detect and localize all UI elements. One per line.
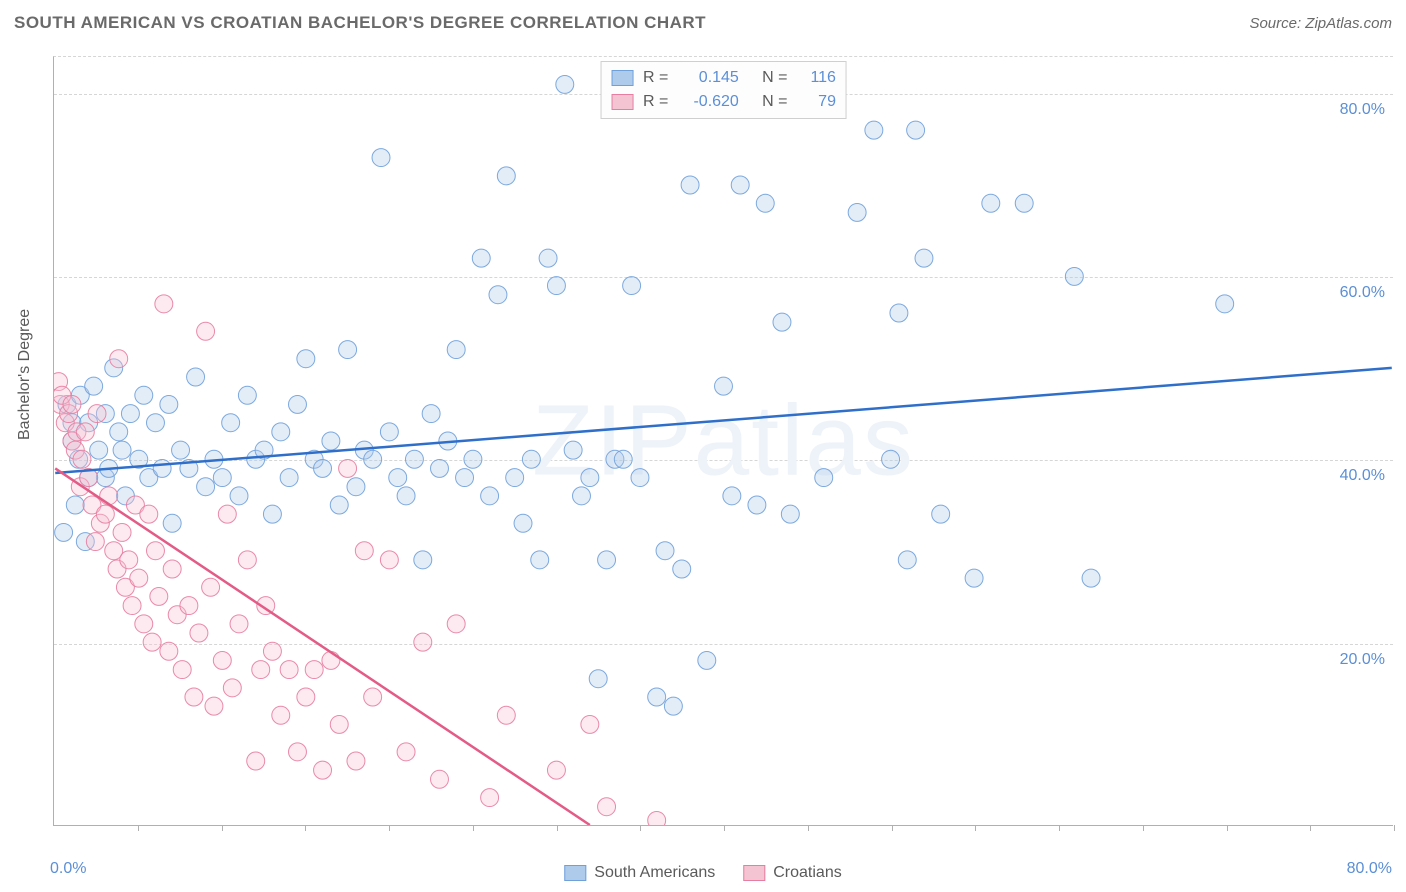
stat-n-label: N = (749, 69, 792, 87)
stat-n-label: N = (749, 93, 792, 111)
stat-n-value: 116 (802, 69, 836, 87)
stat-r-label: R = (643, 93, 673, 111)
legend-swatch-icon (564, 865, 586, 881)
stat-r-label: R = (643, 69, 673, 87)
plot-area: ZIPatlas R = 0.145 N = 116R = -0.620 N =… (53, 56, 1393, 826)
stat-r-value: -0.620 (683, 93, 739, 111)
legend-label: Croatians (773, 864, 841, 882)
xaxis-start-label: 0.0% (50, 860, 86, 878)
xaxis-tick (222, 825, 223, 831)
source-label: Source: ZipAtlas.com (1249, 15, 1392, 32)
xaxis-tick (473, 825, 474, 831)
stat-r-value: 0.145 (683, 69, 739, 87)
trendline-layer (54, 57, 1393, 825)
bottom-legend: South Americans Croatians (564, 864, 841, 882)
legend-item-south-americans: South Americans (564, 864, 715, 882)
yaxis-title: Bachelor's Degree (16, 309, 34, 440)
xaxis-tick (305, 825, 306, 831)
xaxis-tick (557, 825, 558, 831)
stat-legend-row: R = 0.145 N = 116 (611, 66, 836, 90)
xaxis-tick (808, 825, 809, 831)
legend-item-croatians: Croatians (743, 864, 841, 882)
xaxis-tick (1227, 825, 1228, 831)
stat-legend: R = 0.145 N = 116R = -0.620 N = 79 (600, 61, 847, 119)
xaxis-tick (1143, 825, 1144, 831)
legend-swatch-icon (743, 865, 765, 881)
xaxis-tick (1394, 825, 1395, 831)
legend-label: South Americans (594, 864, 715, 882)
trend-line (55, 468, 590, 825)
xaxis-tick (892, 825, 893, 831)
xaxis-tick (138, 825, 139, 831)
trend-line (55, 368, 1392, 473)
xaxis-tick (389, 825, 390, 831)
stat-swatch-icon (611, 70, 633, 86)
stat-legend-row: R = -0.620 N = 79 (611, 90, 836, 114)
chart-header: SOUTH AMERICAN VS CROATIAN BACHELOR'S DE… (0, 0, 1406, 46)
xaxis-end-label: 80.0% (1347, 860, 1392, 878)
xaxis-tick (640, 825, 641, 831)
xaxis-tick (1310, 825, 1311, 831)
stat-n-value: 79 (802, 93, 836, 111)
xaxis-tick (1059, 825, 1060, 831)
xaxis-tick (975, 825, 976, 831)
xaxis-tick (724, 825, 725, 831)
stat-swatch-icon (611, 94, 633, 110)
chart-title: SOUTH AMERICAN VS CROATIAN BACHELOR'S DE… (14, 13, 706, 33)
